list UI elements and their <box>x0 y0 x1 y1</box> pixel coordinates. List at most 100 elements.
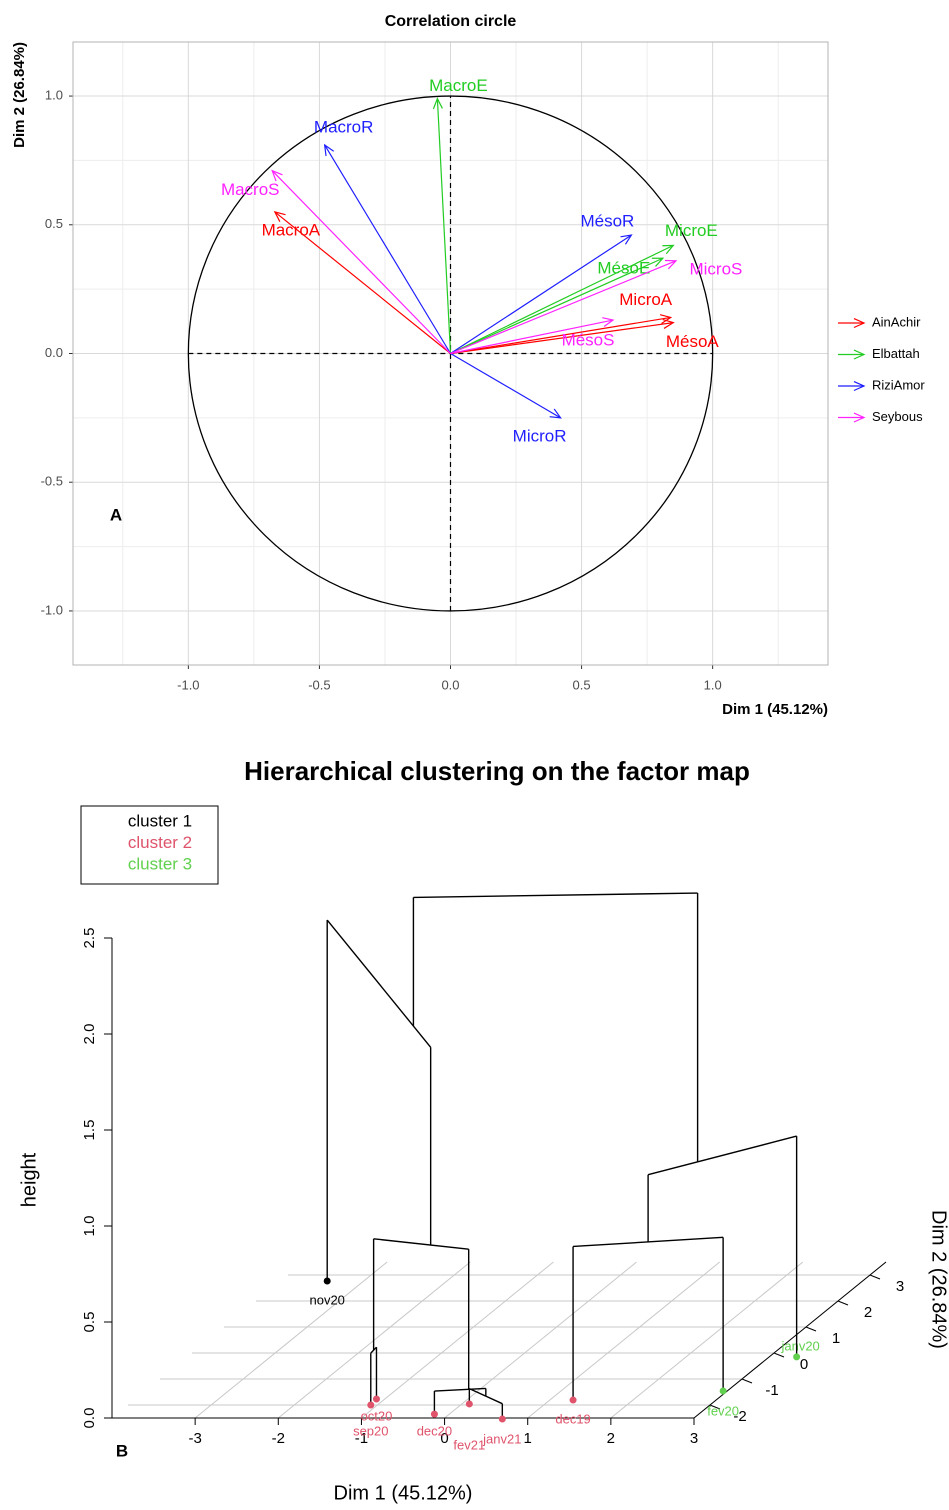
panel-label: A <box>110 505 122 524</box>
arrow-head <box>662 244 675 255</box>
x-tick-label: 0.5 <box>573 677 591 692</box>
variable-label: MicroA <box>619 290 673 309</box>
y-tick-label: -1.0 <box>41 602 63 617</box>
grid-line <box>194 1261 388 1419</box>
x-tick-label: -2 <box>272 1430 285 1447</box>
variable-label: MésoS <box>562 331 615 350</box>
leaf-point <box>430 1410 438 1418</box>
variable-label: MicroR <box>513 426 567 445</box>
y-tick <box>837 1300 849 1306</box>
variable-label: MacroA <box>262 220 321 239</box>
variable-arrow <box>450 260 677 355</box>
variable-arrow <box>450 316 671 355</box>
tree-link <box>647 1135 797 1176</box>
leaf-label: sep20 <box>353 1423 388 1438</box>
y-tick <box>869 1274 881 1280</box>
grid-line <box>444 1261 637 1419</box>
y-tick-label: -2 <box>733 1408 746 1425</box>
variable-label: MacroE <box>429 76 488 95</box>
legend-label: Seybous <box>872 409 923 424</box>
leaf-point <box>465 1400 473 1408</box>
arrow-head <box>664 259 678 270</box>
z-axis-title: height <box>18 1152 40 1207</box>
leaf-label: dec20 <box>417 1424 452 1439</box>
y-tick-label: 1 <box>832 1330 840 1347</box>
x-tick-label: 2 <box>607 1430 615 1447</box>
variable-label: MésoR <box>580 212 634 231</box>
chart-title: Correlation circle <box>385 13 517 30</box>
leaf-label: fev21 <box>453 1437 485 1452</box>
variable-arrow <box>450 257 664 355</box>
legend-label: RiziAmor <box>872 377 925 392</box>
variable-arrow <box>450 244 674 355</box>
y-tick-label: 0.5 <box>45 216 63 231</box>
x-tick-label: 1.0 <box>704 677 722 692</box>
legend-label: cluster 1 <box>128 811 192 830</box>
leaf-label: dec19 <box>555 1411 590 1426</box>
leaf-point <box>719 1387 727 1395</box>
y-tick <box>741 1378 753 1384</box>
leaf-point <box>498 1415 506 1423</box>
z-tick-label: 1.5 <box>81 1120 98 1141</box>
y-tick <box>805 1326 817 1332</box>
plot-border <box>72 41 829 666</box>
variable-arrow <box>450 352 561 419</box>
z-tick-label: 2.0 <box>81 1024 98 1045</box>
legend-box <box>80 805 219 885</box>
arrow-head <box>853 412 866 423</box>
y-tick-label: 2 <box>864 1304 872 1321</box>
y-tick <box>709 1404 721 1410</box>
variable-arrow <box>271 170 451 354</box>
x-tick-label: -3 <box>188 1430 201 1447</box>
legend-label: cluster 3 <box>128 854 192 873</box>
arrow-head <box>662 318 675 329</box>
variable-arrow <box>324 144 452 354</box>
z-tick-label: 0.5 <box>81 1312 98 1333</box>
variable-arrow <box>274 211 451 354</box>
variable-arrow <box>436 98 452 354</box>
leaf-point <box>323 1277 331 1285</box>
arrow-head <box>273 210 286 222</box>
variable-arrow <box>450 322 674 355</box>
y-axis-title: Dim 2 (26.84%) <box>11 42 28 148</box>
arrow-head <box>323 143 335 156</box>
tree-link <box>434 1387 486 1392</box>
leaf-label: oct20 <box>361 1408 393 1423</box>
x-tick-label: 1 <box>524 1430 532 1447</box>
arrow-head <box>432 97 443 110</box>
tree-link <box>413 892 698 899</box>
y-tick-label: 0 <box>800 1356 808 1373</box>
leaf-label: nov20 <box>309 1292 344 1307</box>
arrow-head <box>659 314 673 325</box>
arrow-head <box>853 317 866 329</box>
arrow-head <box>853 349 866 360</box>
y-tick-label: -0.5 <box>41 474 63 489</box>
grid-line <box>610 1261 804 1419</box>
x-axis-title: Dim 1 (45.12%) <box>722 701 828 718</box>
arrow-head <box>651 257 665 267</box>
arrow-head <box>549 408 562 419</box>
x-tick-label: -1 <box>355 1430 368 1447</box>
leaf-point <box>367 1401 375 1409</box>
tree-link <box>373 1238 469 1250</box>
y-tick-label: 3 <box>896 1278 904 1295</box>
arrow-head <box>602 317 615 327</box>
leaf-point <box>372 1395 380 1403</box>
tree-link <box>326 919 432 1048</box>
x-tick-label: -0.5 <box>308 677 330 692</box>
panel-label: B <box>116 1441 128 1460</box>
y-tick-label: -1 <box>765 1382 778 1399</box>
x-tick-label: 0.0 <box>441 677 459 692</box>
legend-label: AinAchir <box>872 314 921 329</box>
legend-label: cluster 2 <box>128 833 192 852</box>
variable-label: MésoA <box>666 332 720 351</box>
x-tick-label: -1.0 <box>177 677 199 692</box>
leaf-point <box>793 1353 801 1361</box>
z-tick-label: 1.0 <box>81 1216 98 1237</box>
x-axis-title: Dim 1 (45.12%) <box>334 1482 473 1504</box>
y-tick-label: 0.0 <box>45 345 63 360</box>
variable-label: MacroR <box>314 117 374 136</box>
legend-label: Elbattah <box>872 346 920 361</box>
